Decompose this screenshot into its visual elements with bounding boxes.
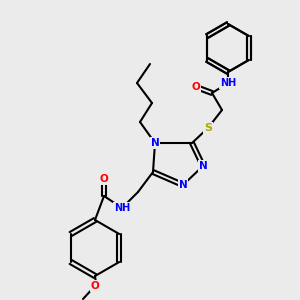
- Text: O: O: [91, 281, 99, 291]
- Text: NH: NH: [114, 203, 130, 213]
- Text: O: O: [100, 174, 108, 184]
- Text: O: O: [192, 82, 200, 92]
- Text: N: N: [178, 180, 188, 190]
- Text: N: N: [199, 161, 207, 171]
- Text: N: N: [151, 138, 159, 148]
- Text: NH: NH: [220, 78, 236, 88]
- Text: S: S: [204, 123, 212, 133]
